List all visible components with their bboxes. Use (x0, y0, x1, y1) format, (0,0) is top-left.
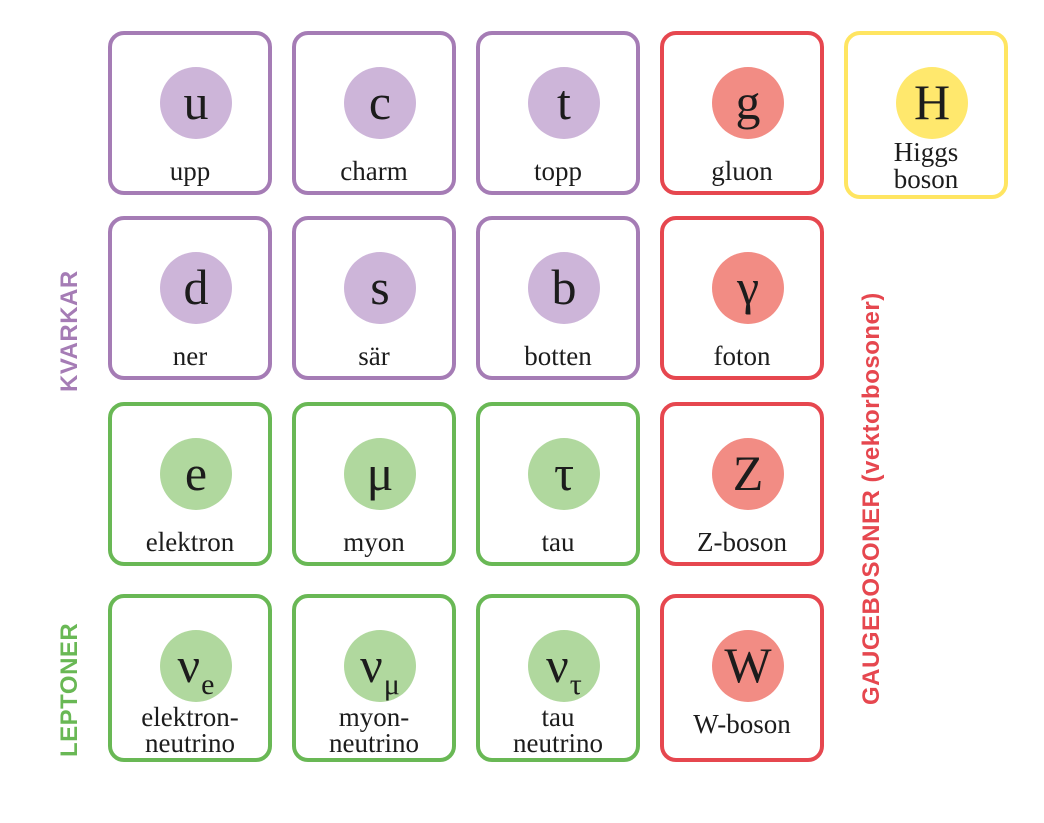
particle-symbol: e (184, 445, 208, 501)
symbol-subscript: e (201, 668, 215, 701)
particle-name: charm (340, 156, 408, 186)
tau-neutrino-badge: ντ (528, 630, 600, 702)
particle-name-line: neutrino (329, 728, 419, 758)
particle-card-photon: γ foton (660, 216, 824, 380)
particle-symbol: W (724, 637, 772, 693)
particle-card-muon-neutrino: νμ myon- neutrino (292, 594, 456, 762)
symbol-main: ν (546, 637, 569, 693)
particle-symbol: d (183, 259, 209, 315)
particle-name-line: elektron- (141, 702, 239, 732)
particle-card-higgs: H Higgs boson (844, 31, 1008, 199)
symbol-main: ν (360, 637, 383, 693)
particle-card-muon: μ myon (292, 402, 456, 566)
particle-name: myon- neutrino (296, 702, 452, 758)
particle-name-line: myon- (338, 702, 410, 732)
particle-card-top: t topp (476, 31, 640, 195)
z-boson-badge: Z (712, 438, 784, 510)
bottom-quark-badge: b (528, 252, 600, 324)
w-boson-badge: W (712, 630, 784, 702)
photon-badge: γ (712, 252, 784, 324)
particle-name: elektron (145, 527, 235, 557)
particle-card-w-boson: W W-boson (660, 594, 824, 762)
particle-symbol: s (370, 259, 390, 315)
particle-symbol: b (551, 259, 577, 315)
symbol-main: ν (177, 637, 201, 693)
leptons-category-label: LEPTONER (56, 622, 83, 757)
particle-symbol: g (735, 74, 761, 130)
particle-card-charm: c charm (292, 31, 456, 195)
particle-card-electron: e elektron (108, 402, 272, 566)
particle-name: sär (358, 341, 390, 371)
particle-name: tau (541, 527, 575, 557)
particle-symbol: ντ (528, 630, 600, 702)
particle-card-tau: τ tau (476, 402, 640, 566)
symbol-subscript: μ (383, 668, 400, 701)
particle-name: myon (343, 527, 405, 557)
particle-symbol: u (183, 74, 209, 130)
tau-badge: τ (528, 438, 600, 510)
particle-symbol: τ (553, 445, 575, 501)
particle-card-electron-neutrino: νe elektron- neutrino (108, 594, 272, 762)
particle-name: gluon (711, 156, 773, 186)
strange-quark-badge: s (344, 252, 416, 324)
particle-name: botten (524, 341, 592, 371)
particle-symbol: H (913, 74, 951, 130)
particle-card-gluon: g gluon (660, 31, 824, 195)
particle-name-line: boson (893, 164, 959, 194)
particle-name: upp (169, 156, 211, 186)
electron-neutrino-badge: νe (160, 630, 232, 702)
particle-symbol: γ (736, 259, 760, 315)
particle-name: tau neutrino (480, 702, 636, 758)
particle-symbol: Z (732, 445, 764, 501)
particle-name: topp (533, 156, 582, 186)
muon-badge: μ (344, 438, 416, 510)
particle-symbol: νe (160, 630, 232, 702)
particle-name: W-boson (693, 709, 791, 739)
quarks-category-label: KVARKAR (56, 270, 83, 392)
particle-name: Z-boson (697, 527, 787, 557)
particle-symbol: μ (366, 445, 394, 501)
particle-name-line: neutrino (513, 728, 603, 758)
particle-card-up: u upp (108, 31, 272, 195)
higgs-boson-badge: H (896, 67, 968, 139)
particle-card-strange: s sär (292, 216, 456, 380)
particle-symbol: νμ (344, 630, 416, 702)
particle-name: Higgs boson (848, 139, 1004, 193)
electron-badge: e (160, 438, 232, 510)
particle-symbol: c (368, 74, 392, 130)
particle-name-line: Higgs (893, 137, 959, 167)
particle-name-line: neutrino (145, 728, 235, 758)
particle-card-z-boson: Z Z-boson (660, 402, 824, 566)
top-quark-badge: t (528, 67, 600, 139)
up-quark-badge: u (160, 67, 232, 139)
particle-card-down: d ner (108, 216, 272, 380)
muon-neutrino-badge: νμ (344, 630, 416, 702)
particle-name-line: tau (541, 702, 575, 732)
down-quark-badge: d (160, 252, 232, 324)
gauge-bosons-category-label: GAUGEBOSONER (vektorbosoner) (858, 292, 885, 705)
charm-quark-badge: c (344, 67, 416, 139)
gluon-badge: g (712, 67, 784, 139)
particle-symbol: t (557, 74, 571, 130)
particle-name: ner (172, 341, 208, 371)
particle-name: elektron- neutrino (112, 702, 268, 758)
particle-card-bottom: b botten (476, 216, 640, 380)
particle-name: foton (713, 341, 771, 371)
particle-card-tau-neutrino: ντ tau neutrino (476, 594, 640, 762)
symbol-subscript: τ (569, 668, 582, 701)
